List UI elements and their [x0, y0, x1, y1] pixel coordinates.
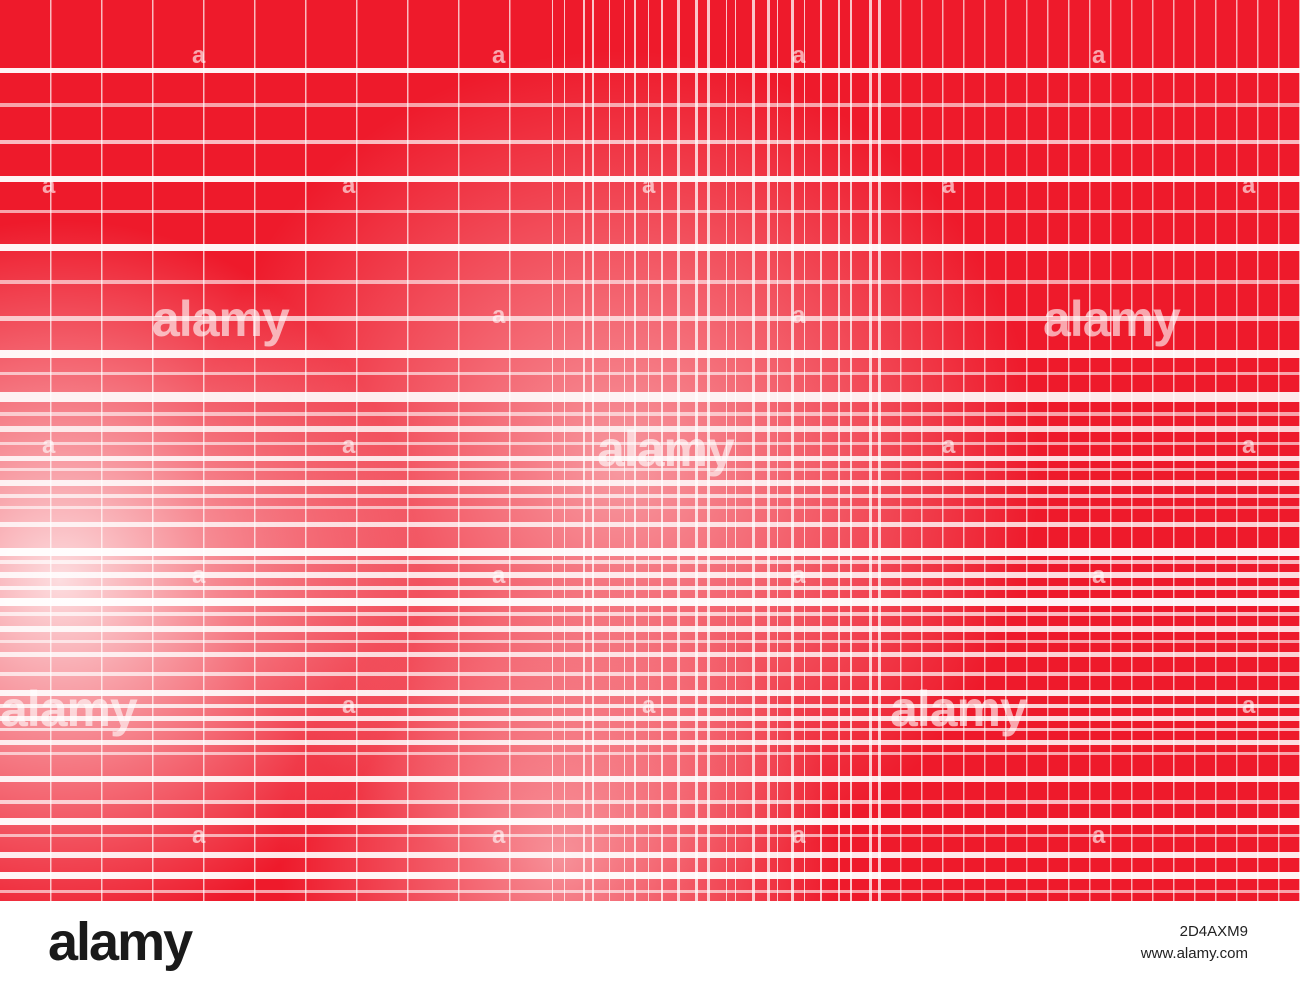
site-url: www.alamy.com [1140, 945, 1248, 962]
footer-logo: alamy [48, 912, 193, 972]
plaid-pattern-svg [0, 0, 1300, 901]
stock-image-artwork: alamy alamy alamy alamy alamy a a a a a … [0, 0, 1300, 901]
glow-lower [0, 0, 1300, 901]
footer-credit: 2D4AXM9 www.alamy.com [1141, 921, 1248, 965]
image-id: 2D4AXM9 [1179, 923, 1248, 940]
stock-footer-bar: alamy 2D4AXM9 www.alamy.com [0, 901, 1300, 989]
